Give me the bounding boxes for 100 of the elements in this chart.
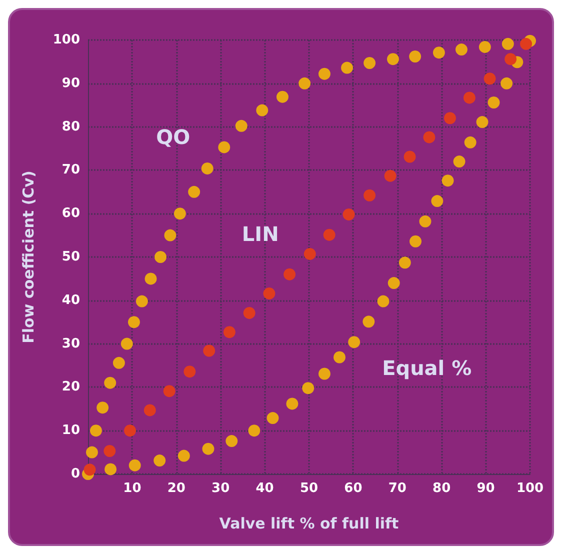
point xyxy=(248,424,260,437)
point xyxy=(104,445,116,457)
point xyxy=(419,215,432,228)
point xyxy=(484,72,496,85)
point xyxy=(386,53,399,66)
x-tick-label: 100 xyxy=(516,481,544,496)
point xyxy=(284,268,296,280)
y-tick-label: 90 xyxy=(62,76,80,91)
point xyxy=(276,90,288,103)
point xyxy=(84,464,96,476)
point xyxy=(500,77,513,90)
y-tick-label: 0 xyxy=(70,466,80,482)
series-label: LIN xyxy=(242,222,279,246)
point xyxy=(112,356,125,369)
x-tick-label: 60 xyxy=(344,481,362,496)
point xyxy=(453,156,466,168)
point xyxy=(263,287,276,300)
point xyxy=(502,38,514,50)
y-tick-label: 40 xyxy=(62,292,80,308)
x-tick-label: 90 xyxy=(476,481,495,496)
point xyxy=(104,463,117,476)
y-tick-label: 70 xyxy=(62,162,80,178)
x-tick-label: 30 xyxy=(212,481,230,496)
point xyxy=(226,435,238,448)
point xyxy=(144,272,157,285)
point xyxy=(318,68,330,80)
point xyxy=(243,306,256,319)
point xyxy=(203,344,216,357)
point xyxy=(478,40,491,53)
point xyxy=(464,136,476,148)
point xyxy=(410,235,422,248)
point xyxy=(96,402,109,414)
point xyxy=(398,256,411,269)
point xyxy=(342,208,355,220)
point xyxy=(104,376,116,389)
point xyxy=(488,96,500,108)
point xyxy=(154,454,166,467)
point xyxy=(202,442,214,455)
y-tick-label: 10 xyxy=(62,423,80,438)
point xyxy=(456,44,468,56)
y-tick-label: 50 xyxy=(62,250,80,264)
point xyxy=(476,116,488,128)
x-tick-label: 10 xyxy=(123,481,142,496)
point xyxy=(188,186,200,198)
point xyxy=(90,424,102,437)
point xyxy=(86,446,98,458)
series-label: QO xyxy=(156,125,190,150)
point xyxy=(334,351,346,364)
y-tick-label: 60 xyxy=(62,206,80,222)
point xyxy=(341,62,354,74)
point xyxy=(384,170,396,182)
point xyxy=(128,316,140,328)
point xyxy=(298,77,311,90)
point xyxy=(362,316,375,328)
point xyxy=(318,368,330,380)
point xyxy=(423,131,436,144)
point xyxy=(364,57,376,69)
y-axis-title: Flow coefficient (Cv) xyxy=(20,170,38,344)
x-tick-label: 50 xyxy=(300,481,318,496)
point xyxy=(286,398,298,410)
x-axis-title: Valve lift % of full lift xyxy=(219,514,399,532)
point xyxy=(163,385,176,398)
point xyxy=(128,459,141,472)
point xyxy=(124,424,136,437)
point xyxy=(404,150,416,163)
point xyxy=(178,450,190,462)
point xyxy=(520,38,532,50)
point xyxy=(442,174,454,187)
series-label: Equal % xyxy=(382,356,472,380)
y-tick-label: 80 xyxy=(62,119,80,134)
x-tick-label: 80 xyxy=(432,481,451,496)
x-tick-label: 40 xyxy=(256,481,274,496)
y-tick-label: 30 xyxy=(62,336,80,352)
point xyxy=(364,189,376,202)
point xyxy=(184,366,196,378)
point xyxy=(302,382,314,394)
point xyxy=(348,336,360,348)
point xyxy=(409,50,422,62)
point xyxy=(120,338,133,350)
x-tick-label: 20 xyxy=(167,481,186,496)
point xyxy=(266,412,279,424)
point xyxy=(223,326,236,338)
y-tick-label: 20 xyxy=(62,380,80,395)
x-tick-label: 70 xyxy=(388,481,406,496)
point xyxy=(444,112,456,124)
point xyxy=(174,208,186,220)
point xyxy=(164,229,176,242)
point xyxy=(431,195,444,208)
point xyxy=(304,248,316,260)
point xyxy=(463,92,476,104)
point xyxy=(323,228,336,241)
point xyxy=(377,295,390,308)
point xyxy=(504,53,517,66)
point xyxy=(235,120,248,132)
point xyxy=(388,277,400,290)
point xyxy=(256,104,268,116)
point xyxy=(432,46,445,59)
point xyxy=(136,295,148,308)
point xyxy=(201,162,214,174)
point xyxy=(144,404,156,416)
